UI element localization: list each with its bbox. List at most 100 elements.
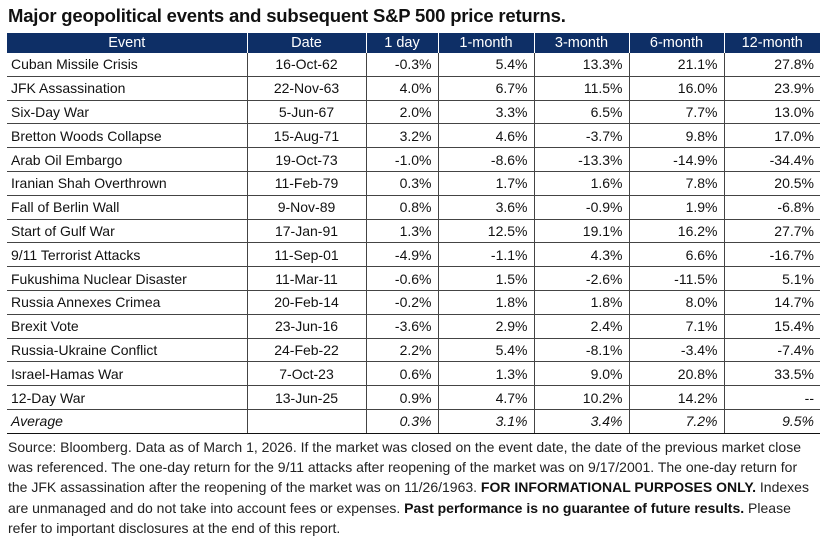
3-month-cell: -8.1% [533, 338, 629, 363]
6-month-cell: 7.7% [628, 100, 724, 125]
1-month-cell: 2.9% [437, 314, 534, 339]
1-day-cell: 0.3% [365, 171, 438, 196]
event-cell: Iranian Shah Overthrown [7, 171, 247, 196]
date-cell: 22-Nov-63 [246, 76, 366, 101]
1-day-cell: 4.0% [365, 76, 438, 101]
event-cell: 9/11 Terrorist Attacks [7, 242, 247, 268]
6-month-cell: -14.9% [628, 147, 724, 172]
event-cell: Russia Annexes Crimea [7, 290, 247, 315]
date-cell: 11-Mar-11 [246, 266, 366, 291]
12-month-cell: 14.7% [723, 290, 820, 315]
1-month-cell: 3.6% [437, 195, 534, 220]
table-row: Fukushima Nuclear Disaster 11-Mar-11 -0.6%… [7, 266, 820, 291]
12-month-cell: 5.1% [723, 266, 820, 291]
6-month-cell: 7.1% [628, 314, 724, 339]
date-cell: 11-Sep-01 [246, 242, 366, 268]
table-row: Iranian Shah Overthrown 11-Feb-79 0.3% 1.7%… [7, 171, 820, 196]
1-day-cell: 0.9% [365, 385, 438, 410]
average-label: Average [7, 409, 247, 434]
average-1-day: 0.3% [365, 409, 438, 434]
event-cell: Start of Gulf War [7, 219, 247, 244]
page-title: Major geopolitical events and subsequent… [8, 5, 566, 26]
1-day-cell: -1.0% [365, 147, 438, 172]
column-header-6-month: 6-month [628, 33, 724, 53]
6-month-cell: 7.8% [628, 171, 724, 196]
6-month-cell: 1.9% [628, 195, 724, 220]
column-header-1-day: 1 day [365, 33, 438, 53]
date-cell: 11-Feb-79 [246, 171, 366, 196]
1-day-cell: -0.3% [365, 53, 438, 77]
table-row: 12-Day War 13-Jun-25 0.9% 4.7% 10.2% 14.2% -- [7, 385, 820, 410]
3-month-cell: -13.3% [533, 147, 629, 172]
1-day-cell: -0.6% [365, 266, 438, 291]
3-month-cell: 1.6% [533, 171, 629, 196]
3-month-cell: 1.8% [533, 290, 629, 315]
table-row: Israel-Hamas War 7-Oct-23 0.6% 1.3% 9.0% 20.8… [7, 361, 820, 387]
1-month-cell: 3.3% [437, 100, 534, 125]
date-cell: 19-Oct-73 [246, 147, 366, 172]
3-month-cell: 6.5% [533, 100, 629, 125]
1-month-cell: 1.5% [437, 266, 534, 291]
1-day-cell: 1.3% [365, 219, 438, 244]
table-row: Brexit Vote 23-Jun-16 -3.6% 2.9% 2.4% 7.1% 15.… [7, 314, 820, 339]
table-row: JFK Assassination 22-Nov-63 4.0% 6.7% 11.5% 1… [7, 76, 820, 101]
date-cell: 24-Feb-22 [246, 338, 366, 363]
12-month-cell: 27.7% [723, 219, 820, 244]
6-month-cell: 6.6% [628, 242, 724, 268]
average-1-month: 3.1% [437, 409, 534, 434]
table-body: Cuban Missile Crisis 16-Oct-62 -0.3% 5.4% 13… [7, 53, 820, 434]
table-row: Cuban Missile Crisis 16-Oct-62 -0.3% 5.4% 13… [7, 53, 820, 77]
12-month-cell: -- [723, 385, 820, 410]
12-month-cell: -7.4% [723, 338, 820, 363]
average-date-cell [246, 409, 366, 434]
6-month-cell: -11.5% [628, 266, 724, 291]
12-month-cell: 13.0% [723, 100, 820, 125]
table-row: Bretton Woods Collapse 15-Aug-71 3.2% 4.6% -… [7, 123, 820, 149]
table-row: Russia-Ukraine Conflict 24-Feb-22 2.2% 5.4%… [7, 338, 820, 363]
footnote-disclosure-text: Please refer to important disclosures at… [8, 499, 791, 536]
1-day-cell: 2.2% [365, 338, 438, 363]
footnote-source-text: Source: Bloomberg. Data as of March 1, 2… [8, 439, 801, 496]
date-cell: 20-Feb-14 [246, 290, 366, 315]
6-month-cell: -3.4% [628, 338, 724, 363]
3-month-cell: 13.3% [533, 53, 629, 77]
table-row: 9/11 Terrorist Attacks 11-Sep-01 -4.9% -1.1… [7, 242, 820, 268]
1-month-cell: 12.5% [437, 219, 534, 244]
1-month-cell: 4.7% [437, 385, 534, 410]
1-month-cell: 5.4% [437, 53, 534, 77]
12-month-cell: 15.4% [723, 314, 820, 339]
12-month-cell: 33.5% [723, 361, 820, 387]
column-header-12-month: 12-month [723, 33, 820, 53]
date-cell: 23-Jun-16 [246, 314, 366, 339]
column-header-date: Date [246, 33, 366, 53]
event-cell: 12-Day War [7, 385, 247, 410]
12-month-cell: 23.9% [723, 76, 820, 101]
1-month-cell: 5.4% [437, 338, 534, 363]
1-day-cell: 0.6% [365, 361, 438, 387]
event-cell: Bretton Woods Collapse [7, 123, 247, 149]
date-cell: 5-Jun-67 [246, 100, 366, 125]
6-month-cell: 9.8% [628, 123, 724, 149]
12-month-cell: -34.4% [723, 147, 820, 172]
12-month-cell: -6.8% [723, 195, 820, 220]
event-cell: Brexit Vote [7, 314, 247, 339]
6-month-cell: 16.0% [628, 76, 724, 101]
1-day-cell: -4.9% [365, 242, 438, 268]
returns-table: Event Date 1 day 1-month 3-month 6-month… [7, 33, 820, 434]
event-cell: Fall of Berlin Wall [7, 195, 247, 220]
average-6-month: 7.2% [628, 409, 724, 434]
date-cell: 16-Oct-62 [246, 53, 366, 77]
6-month-cell: 8.0% [628, 290, 724, 315]
1-day-cell: -0.2% [365, 290, 438, 315]
footnote-performance-disclaimer: Past performance is no guarantee of futu… [404, 499, 745, 516]
event-cell: Fukushima Nuclear Disaster [7, 266, 247, 291]
1-day-cell: 2.0% [365, 100, 438, 125]
table-row: Arab Oil Embargo 19-Oct-73 -1.0% -8.6% -13.3… [7, 147, 820, 172]
1-month-cell: 1.8% [437, 290, 534, 315]
1-month-cell: -8.6% [437, 147, 534, 172]
table-header-row: Event Date 1 day 1-month 3-month 6-month… [7, 33, 820, 53]
12-month-cell: 17.0% [723, 123, 820, 149]
footnote-index-text: Indexes are unmanaged and do not take in… [8, 479, 809, 516]
column-header-event: Event [7, 33, 247, 53]
average-row: Average 0.3% 3.1% 3.4% 7.2% 9.5% [7, 409, 820, 434]
